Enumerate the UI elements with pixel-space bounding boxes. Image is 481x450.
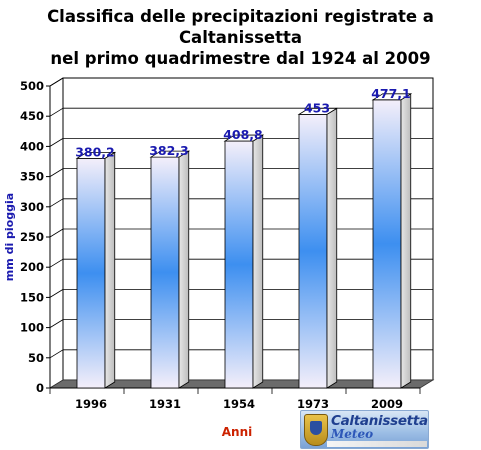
gridline-side: [49, 168, 64, 177]
y-tick-label: 300: [20, 200, 44, 214]
data-label: 477,1: [371, 86, 411, 101]
bar-top: [297, 107, 339, 115]
y-tick-label: 350: [20, 170, 44, 184]
bar-top: [223, 134, 265, 142]
bar: [150, 156, 180, 389]
logo-strip: [327, 441, 427, 447]
crest-icon: [304, 414, 328, 446]
bar: [372, 99, 402, 389]
bar: [298, 113, 328, 389]
caltanissetta-meteo-logo: Caltanissetta Meteo: [300, 410, 429, 449]
gridline-side: [49, 319, 64, 328]
gridline-side: [49, 107, 64, 117]
bar-side: [326, 107, 338, 389]
bars-layer: [75, 93, 413, 389]
data-label: 408,8: [223, 127, 263, 142]
x-tick-label: 1931: [149, 397, 181, 411]
logo-text-meteo: Meteo: [331, 427, 374, 441]
labels-layer: mm di pioggia 380,2 1996 382,3 1931 408,8 1954…: [3, 86, 411, 439]
data-label: 453: [304, 100, 330, 115]
chart-title-line-2: nel primo quadrimestre dal 1924 al 2009: [50, 49, 431, 68]
y-tick-label: 150: [20, 290, 44, 304]
y-axis-top-edge: [49, 77, 64, 87]
x-tick-label: 1954: [223, 397, 255, 411]
bar-side: [400, 93, 412, 389]
x-tick-label: 1996: [75, 397, 107, 411]
y-tick-label: 250: [20, 230, 44, 244]
gridline-side: [49, 258, 64, 268]
gridline-side: [49, 289, 64, 298]
x-tick-label: 2009: [371, 397, 403, 411]
bar-side: [252, 134, 264, 389]
bar: [224, 140, 254, 389]
bar-top: [75, 151, 117, 159]
y-tick-label: 100: [20, 321, 44, 335]
logo-text-caltanissetta: Caltanissetta: [331, 413, 428, 429]
bar-top: [149, 150, 191, 158]
gridline-side: [49, 228, 64, 238]
gridline-side: [49, 198, 64, 208]
y-axis-label: mm di pioggia: [3, 193, 16, 281]
chart-title-line-1: Classifica delle precipitazioni registra…: [47, 7, 434, 47]
data-label: 380,2: [75, 144, 115, 159]
bar: [76, 157, 106, 389]
gridline-side: [49, 138, 64, 147]
bar-side: [104, 151, 116, 389]
x-tick-label: 1973: [297, 397, 329, 411]
gridline-side: [49, 349, 64, 359]
bar-top: [371, 93, 413, 101]
y-tick-label: 500: [20, 79, 44, 93]
data-label: 382,3: [149, 143, 189, 158]
bar-side: [178, 150, 190, 389]
y-tick-label: 0: [36, 381, 44, 395]
y-tick-label: 50: [28, 351, 44, 365]
x-axis-label: Anni: [222, 425, 253, 439]
chart-title: Classifica delle precipitazioni registra…: [0, 6, 481, 69]
y-tick-label: 450: [20, 109, 44, 123]
y-tick-label: 200: [20, 260, 44, 274]
y-tick-label: 400: [20, 139, 44, 153]
